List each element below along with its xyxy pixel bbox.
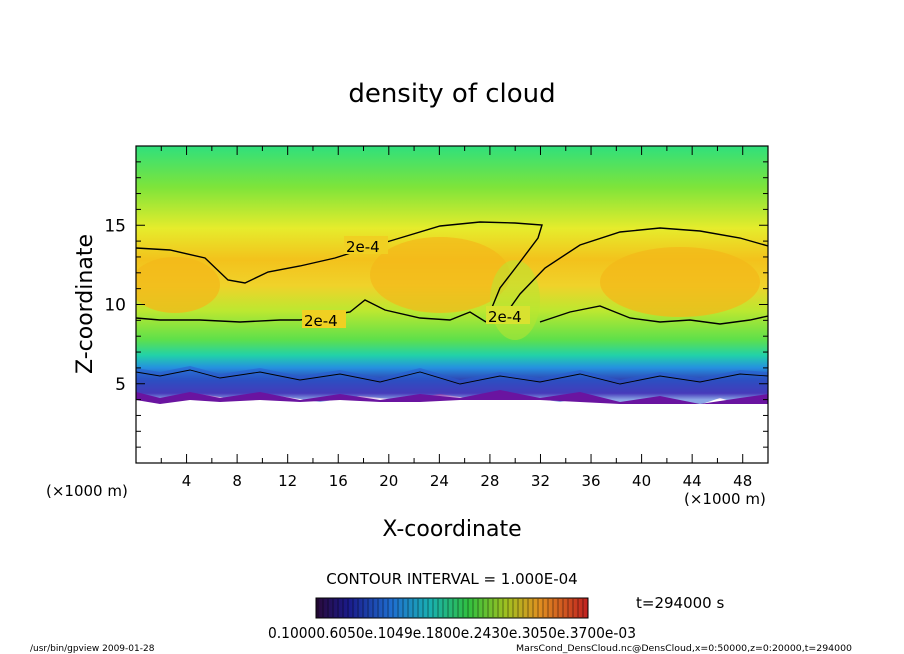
contour-label-bg-1 bbox=[344, 236, 388, 254]
x-axis-label: X-coordinate bbox=[382, 517, 521, 542]
x-unit-right: (×1000 m) bbox=[684, 490, 766, 508]
y-tick-label: 10 bbox=[104, 296, 126, 316]
contour-lower bbox=[136, 299, 487, 323]
x-tick-label: 4 bbox=[182, 472, 192, 490]
axis-ticks bbox=[136, 146, 768, 463]
y-axis-label: Z-coordinate bbox=[73, 234, 98, 374]
density-maximum-right bbox=[600, 247, 760, 317]
x-tick-label: 36 bbox=[581, 472, 600, 490]
density-maximum-left bbox=[136, 257, 220, 313]
colorbar bbox=[315, 597, 589, 619]
contour-label-2: 2e-4 bbox=[304, 312, 338, 330]
x-tick-label: 32 bbox=[531, 472, 550, 490]
colorbar-stripes bbox=[317, 599, 584, 617]
contour-upper-right bbox=[499, 227, 768, 323]
contour-label-bg-2 bbox=[302, 310, 346, 328]
cloud-base-edge bbox=[136, 390, 768, 410]
x-tick-labels: 4 8 12 16 20 24 28 32 36 40 44 48 bbox=[182, 472, 752, 490]
chart-title: density of cloud bbox=[348, 79, 555, 109]
density-maximum-center bbox=[370, 237, 510, 313]
x-tick-label: 20 bbox=[379, 472, 398, 490]
contour-cloud-base bbox=[136, 369, 768, 385]
x-tick-label: 40 bbox=[632, 472, 651, 490]
y-tick-labels: 5 10 15 bbox=[104, 216, 126, 395]
colorbar-labels: 0.10000.6050e.1049e.1800e.2430e.3050e.37… bbox=[268, 624, 636, 642]
contour-label-1: 2e-4 bbox=[346, 238, 380, 256]
x-tick-label: 24 bbox=[430, 472, 449, 490]
x-tick-label: 8 bbox=[232, 472, 242, 490]
cloud-base-band bbox=[136, 366, 768, 408]
time-label: t=294000 s bbox=[636, 594, 724, 612]
footer-left: /usr/bin/gpview 2009-01-28 bbox=[30, 644, 155, 654]
contour-labels: 2e-4 2e-4 2e-4 bbox=[302, 236, 530, 330]
contour-lower-right bbox=[539, 305, 768, 325]
x-tick-label: 28 bbox=[480, 472, 499, 490]
footer-right: MarsCond_DensCloud.nc@DensCloud,x=0:5000… bbox=[516, 644, 852, 654]
x-tick-label: 44 bbox=[683, 472, 702, 490]
y-tick-label: 5 bbox=[115, 375, 126, 395]
x-unit-left: (×1000 m) bbox=[46, 482, 128, 500]
x-tick-label: 12 bbox=[278, 472, 297, 490]
contour-label-bg-3 bbox=[486, 306, 530, 324]
cloud-free-region bbox=[136, 404, 768, 463]
x-tick-label: 16 bbox=[329, 472, 348, 490]
plot-area bbox=[136, 146, 768, 463]
y-tick-label: 15 bbox=[104, 216, 126, 236]
contour-label-3: 2e-4 bbox=[488, 308, 522, 326]
x-tick-label: 48 bbox=[733, 472, 752, 490]
contour-interval: CONTOUR INTERVAL = 1.000E-04 bbox=[326, 570, 577, 588]
